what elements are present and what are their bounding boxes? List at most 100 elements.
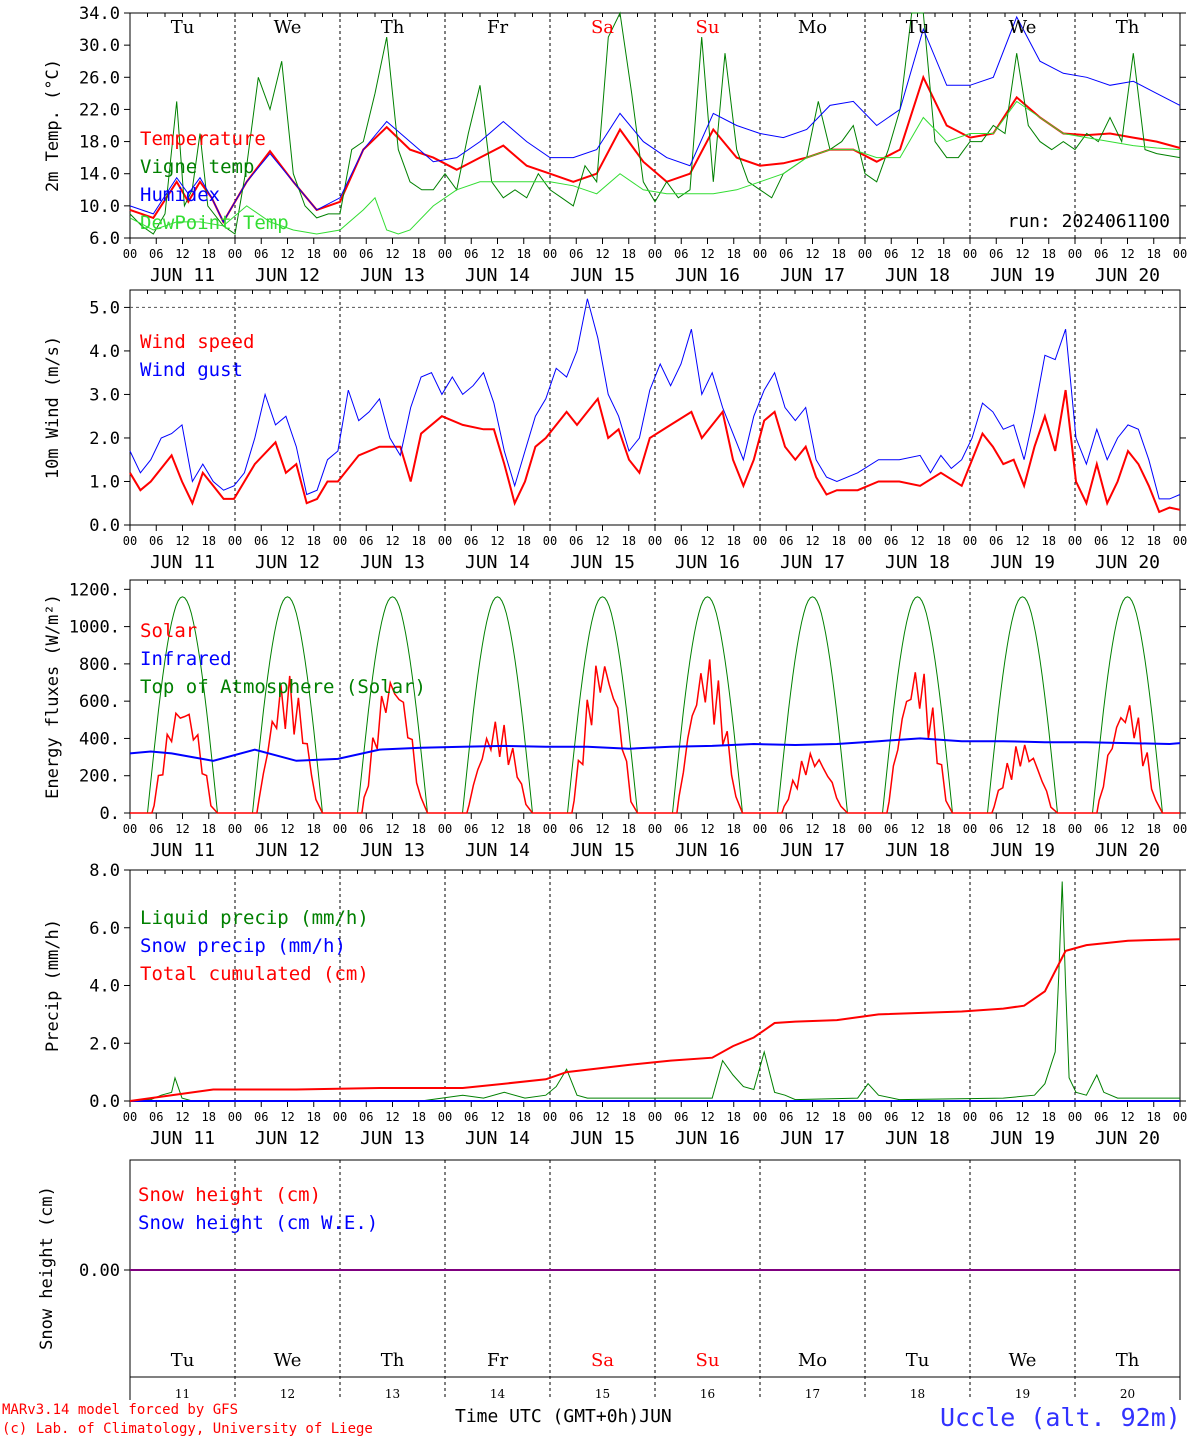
date-label: JUN 19 bbox=[990, 1128, 1055, 1149]
hour-tick-label: 06 bbox=[884, 247, 898, 261]
hour-tick-label: 06 bbox=[569, 534, 583, 548]
date-label: JUN 20 bbox=[1095, 265, 1160, 286]
date-label: JUN 20 bbox=[1095, 552, 1160, 573]
y-tick-label: 200. bbox=[79, 767, 120, 787]
y-tick-label: 1000. bbox=[69, 618, 120, 638]
hour-tick-label: 12 bbox=[910, 1110, 924, 1124]
y-tick-label: 4.0 bbox=[89, 977, 120, 997]
hour-tick-label: 06 bbox=[149, 247, 163, 261]
legend-entry-dewpoint-temp: DewPoint Temp bbox=[140, 212, 289, 234]
y-tick-label: 10.0 bbox=[79, 197, 120, 217]
hour-tick-label: 18 bbox=[412, 822, 426, 836]
day-name-label: Th bbox=[1116, 17, 1140, 38]
date-label: JUN 11 bbox=[150, 265, 215, 286]
y-tick-label: 2.0 bbox=[89, 429, 120, 449]
date-label: JUN 13 bbox=[360, 840, 425, 861]
hour-tick-label: 06 bbox=[254, 822, 268, 836]
hour-tick-label: 00 bbox=[648, 247, 662, 261]
hour-tick-label: 12 bbox=[385, 534, 399, 548]
date-label: JUN 14 bbox=[465, 1128, 530, 1149]
y-tick-label: 3.0 bbox=[89, 385, 120, 405]
date-label: JUN 17 bbox=[780, 840, 845, 861]
hour-tick-label: 00 bbox=[963, 1110, 977, 1124]
legend-entry-total-cumulated-cm-: Total cumulated (cm) bbox=[140, 963, 369, 985]
legend-entry-vigne-temp: Vigne temp bbox=[140, 156, 254, 178]
hour-tick-label: 12 bbox=[175, 1110, 189, 1124]
series-vigne-temp bbox=[129, 11, 1181, 235]
day-name-label: Tu bbox=[906, 1350, 930, 1371]
hour-tick-label: 06 bbox=[1094, 1110, 1108, 1124]
y-tick-label: 4.0 bbox=[89, 342, 120, 362]
date-label: JUN 20 bbox=[1095, 840, 1160, 861]
y-tick-label: 34.0 bbox=[79, 4, 120, 24]
hour-tick-label: 12 bbox=[280, 534, 294, 548]
hour-tick-label: 06 bbox=[884, 822, 898, 836]
day-name-label: Sa bbox=[591, 1350, 614, 1371]
hour-tick-label: 00 bbox=[1068, 247, 1082, 261]
day-name-label: Sa bbox=[591, 17, 614, 38]
hour-tick-label: 06 bbox=[359, 1110, 373, 1124]
y-tick-label: 26.0 bbox=[79, 68, 120, 88]
hour-tick-label: 06 bbox=[464, 534, 478, 548]
hour-tick-label: 06 bbox=[569, 1110, 583, 1124]
hour-tick-label: 06 bbox=[254, 1110, 268, 1124]
hour-tick-label: 00 bbox=[648, 1110, 662, 1124]
y-tick-label: 14.0 bbox=[79, 165, 120, 185]
hour-tick-label: 06 bbox=[359, 822, 373, 836]
hour-tick-label: 00 bbox=[648, 822, 662, 836]
y-tick-label: 1.0 bbox=[89, 472, 120, 492]
hour-tick-label: 06 bbox=[989, 247, 1003, 261]
date-label: JUN 16 bbox=[675, 840, 740, 861]
hour-tick-label: 18 bbox=[1042, 534, 1056, 548]
hour-tick-label: 00 bbox=[123, 822, 137, 836]
day-name-label: Mo bbox=[798, 17, 827, 38]
series-dewpoint-temp bbox=[129, 100, 1181, 235]
series-humidex bbox=[129, 15, 1181, 223]
date-label: JUN 16 bbox=[675, 1128, 740, 1149]
y-tick-label: 600. bbox=[79, 692, 120, 712]
hour-tick-label: 06 bbox=[149, 534, 163, 548]
hour-tick-label: 06 bbox=[254, 534, 268, 548]
hour-tick-label: 18 bbox=[727, 534, 741, 548]
day-number-label: 18 bbox=[910, 1387, 925, 1401]
run-label: run: 2024061100 bbox=[1007, 211, 1170, 232]
legend-entry-liquid-precip-mm-h-: Liquid precip (mm/h) bbox=[140, 907, 369, 929]
station-label: Uccle (alt. 92m) bbox=[940, 1403, 1181, 1432]
hour-tick-label: 12 bbox=[490, 822, 504, 836]
hour-tick-label: 12 bbox=[700, 1110, 714, 1124]
hour-tick-label: 12 bbox=[910, 534, 924, 548]
date-label: JUN 12 bbox=[255, 1128, 320, 1149]
hour-tick-label: 06 bbox=[674, 822, 688, 836]
hour-tick-label: 00 bbox=[543, 534, 557, 548]
hour-tick-label: 12 bbox=[805, 1110, 819, 1124]
hour-tick-label: 12 bbox=[280, 822, 294, 836]
y-tick-label: 0.0 bbox=[89, 1092, 120, 1112]
date-label: JUN 17 bbox=[780, 265, 845, 286]
date-label: JUN 15 bbox=[570, 840, 635, 861]
day-name-label: Th bbox=[381, 1350, 405, 1371]
y-axis-title: Snow height (cm) bbox=[37, 1186, 57, 1350]
hour-tick-label: 18 bbox=[412, 1110, 426, 1124]
hour-tick-label: 00 bbox=[753, 534, 767, 548]
day-name-label: Su bbox=[696, 1350, 720, 1371]
y-tick-label: 1200. bbox=[69, 580, 120, 600]
y-tick-label: 30.0 bbox=[79, 36, 120, 56]
hour-tick-label: 06 bbox=[989, 822, 1003, 836]
hour-tick-label: 12 bbox=[1120, 534, 1134, 548]
hour-tick-label: 06 bbox=[464, 822, 478, 836]
hour-tick-label: 06 bbox=[464, 247, 478, 261]
hour-tick-label: 00 bbox=[1173, 822, 1187, 836]
hour-tick-label: 18 bbox=[727, 247, 741, 261]
hour-tick-label: 12 bbox=[385, 822, 399, 836]
legend-entry-wind-speed: Wind speed bbox=[140, 331, 254, 353]
day-name-label: Tu bbox=[171, 1350, 195, 1371]
hour-tick-label: 00 bbox=[123, 534, 137, 548]
day-name-label: We bbox=[1009, 17, 1037, 38]
hour-tick-label: 06 bbox=[1094, 822, 1108, 836]
date-label: JUN 17 bbox=[780, 1128, 845, 1149]
y-tick-label: 2.0 bbox=[89, 1034, 120, 1054]
day-name-label: Su bbox=[696, 17, 720, 38]
legend-entry-solar: Solar bbox=[140, 620, 197, 642]
hour-tick-label: 00 bbox=[648, 534, 662, 548]
